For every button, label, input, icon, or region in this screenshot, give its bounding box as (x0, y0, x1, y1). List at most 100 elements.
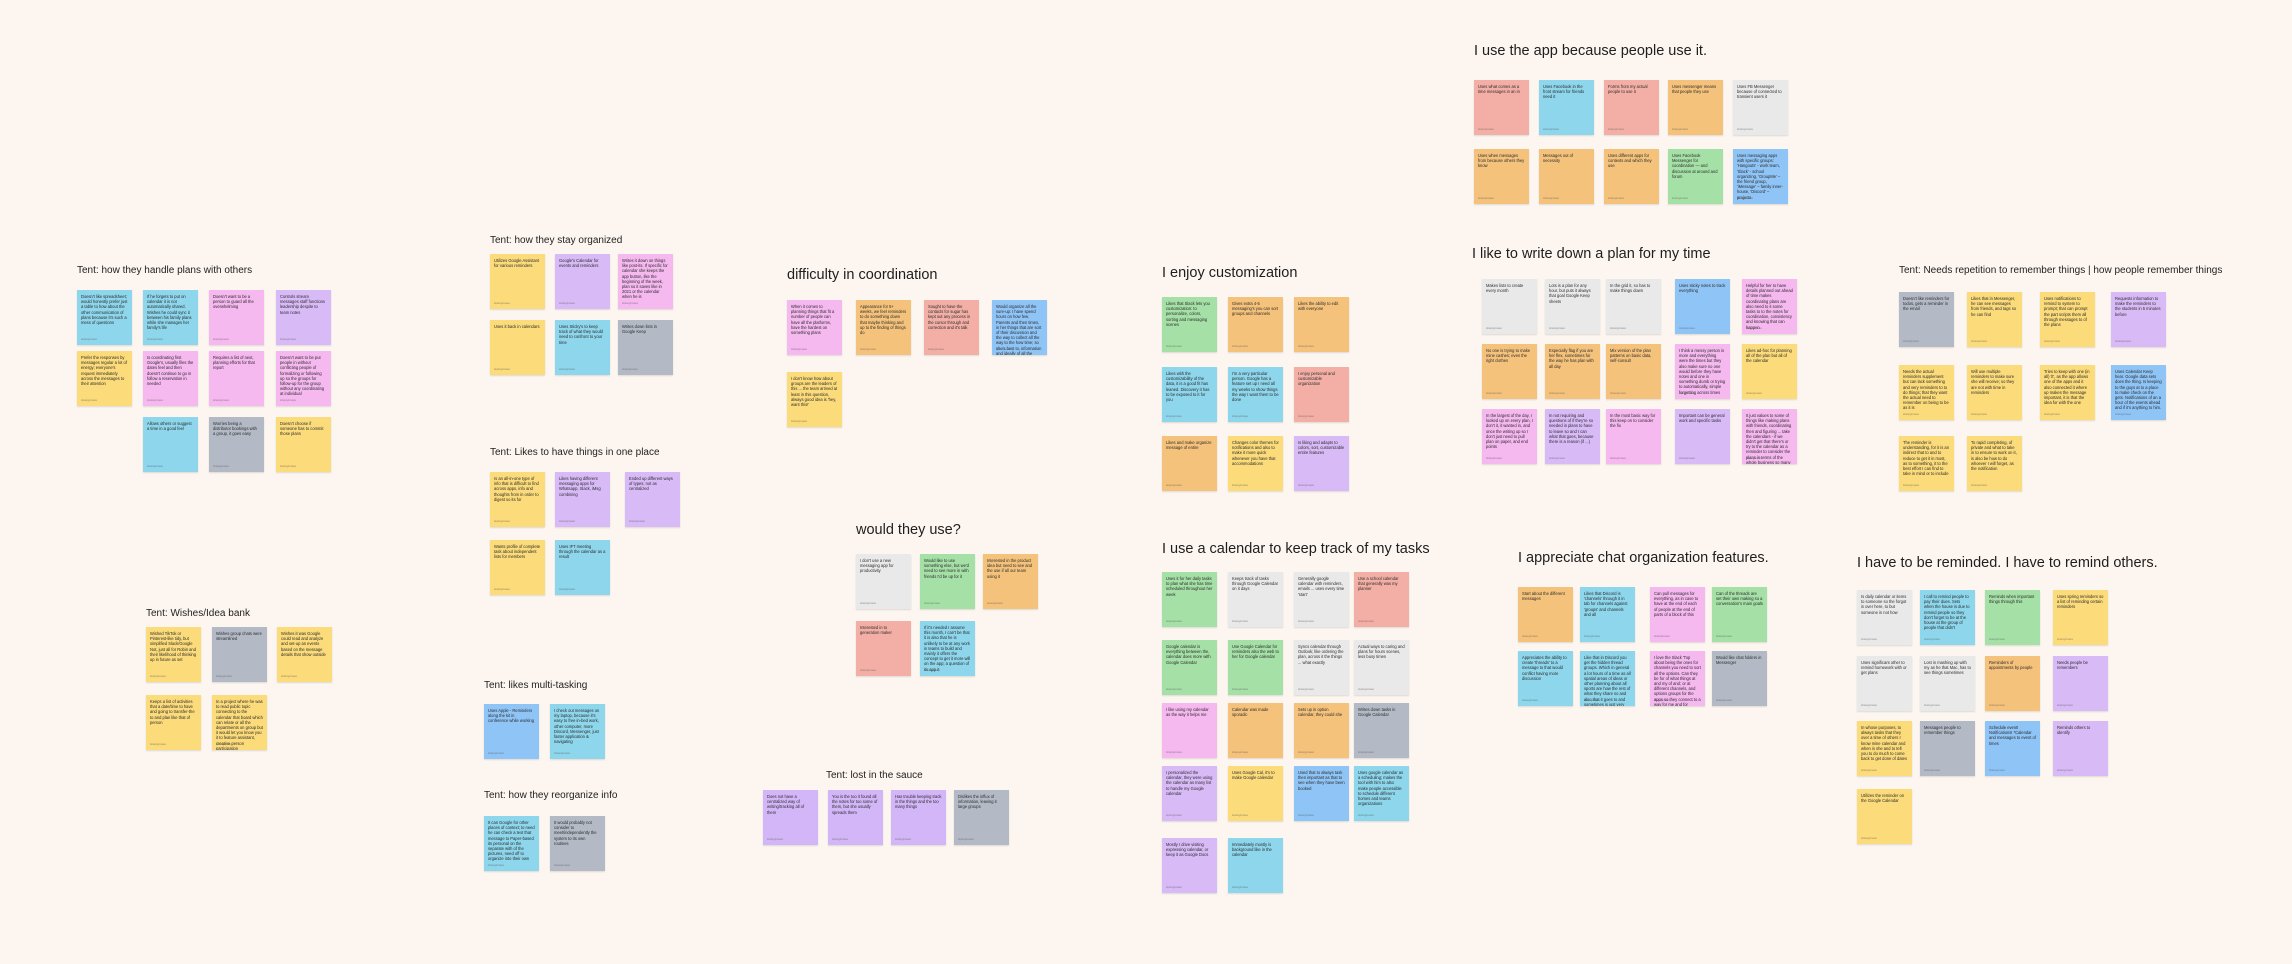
sticky-note[interactable]: Uses Apple - Reminders along the kit in … (484, 704, 539, 759)
sticky-note[interactable]: Uses IFT meeting through the calendar as… (555, 540, 610, 595)
sticky-note[interactable]: Does not have a centralized way of writi… (763, 790, 818, 845)
sticky-note[interactable]: Doesn't want to be a person to guard all… (209, 290, 264, 345)
sticky-note[interactable]: Is daily calendar or items to someone so… (1857, 590, 1912, 645)
sticky-note[interactable]: Doesn't choose if someone has to commit … (276, 417, 331, 472)
sticky-note[interactable]: No one is trying to make mine cashes; ev… (1482, 344, 1537, 399)
sticky-note[interactable]: Has trouble keeping track in the things … (891, 790, 946, 845)
sticky-note[interactable]: Mostly I drive visiting expressing calen… (1162, 838, 1217, 893)
section-title-plans[interactable]: Tent: how they handle plans with others (77, 265, 253, 276)
sticky-note[interactable]: You is the too it found all the notes fo… (828, 790, 883, 845)
sticky-note[interactable]: Writes it down on things like post-its. … (618, 254, 673, 309)
sticky-note[interactable]: Likes having different messaging apps fo… (555, 472, 610, 527)
sticky-note[interactable]: Requires a list of next, planning effort… (209, 351, 264, 406)
sticky-note[interactable]: Reminds others to identify Anonymous (2053, 721, 2108, 776)
sticky-note[interactable]: I call to remind people to pay their due… (1920, 590, 1975, 645)
sticky-note[interactable]: Utilizes Google Assistant for various re… (490, 254, 545, 309)
sticky-note[interactable]: Likes that in Messenger, he can see mess… (1967, 292, 2022, 347)
sticky-note[interactable]: Uses it for her daily tasks to plan what… (1162, 572, 1217, 627)
sticky-note[interactable]: Wished TikTok or Pinterest-like tidy, bu… (146, 627, 201, 682)
sticky-note[interactable]: Likes that Discord is 'channels' through… (1580, 587, 1635, 642)
sticky-note[interactable]: Is an all-in-one type of info that is di… (490, 472, 545, 527)
sticky-note[interactable]: It just values to some of things like ma… (1742, 409, 1797, 464)
sticky-note[interactable]: Uses spring reminders so a list of remin… (2053, 590, 2108, 645)
sticky-note[interactable]: Use Google Calendar for reminders also t… (1228, 640, 1283, 695)
sticky-note[interactable]: Doesn't want to be put people in without… (276, 351, 331, 406)
sticky-note[interactable]: Appearance for 5+ weeks, we feel reminde… (856, 300, 911, 355)
sticky-note[interactable]: Uses sticky notes to track everything Ano… (1675, 279, 1730, 334)
sticky-note[interactable]: Can of the threads are set their own mak… (1712, 587, 1767, 642)
sticky-note[interactable]: Would like chat folders in Messenger Anon… (1712, 651, 1767, 706)
sticky-note[interactable]: Wishes group chats were streamlined Anony… (212, 627, 267, 682)
sticky-note[interactable]: I'm a very particular person. Google has… (1228, 367, 1283, 422)
sticky-note[interactable]: Can pull messages for everything, as in … (1650, 587, 1705, 642)
sticky-note[interactable]: Likes with the customizability of the da… (1162, 367, 1217, 422)
sticky-note[interactable]: Likes that Slack lets you customization:… (1162, 297, 1217, 352)
sticky-note[interactable]: Uses Facebook in the front stream for fr… (1539, 80, 1594, 135)
sticky-note[interactable]: In the most basic way for this keep on t… (1606, 409, 1661, 464)
sticky-note[interactable]: I enjoy personal and customizable organi… (1294, 367, 1349, 422)
sticky-note[interactable]: The reminder is understanding, for it is… (1899, 436, 1954, 491)
sticky-note[interactable]: In a project where he was to read public… (212, 695, 267, 750)
sticky-note[interactable]: Prefer the responses by messages regular… (77, 351, 132, 406)
section-title-multitasking[interactable]: Tent: likes multi-tasking (484, 680, 588, 691)
sticky-note[interactable]: Interested in the product idea but need … (983, 554, 1038, 609)
sticky-note[interactable]: Likes ad-hoc for planning all of the pla… (1742, 344, 1797, 399)
sticky-note[interactable]: Uses different apps for contexts and whi… (1604, 149, 1659, 204)
sticky-note[interactable]: Wants profile of complete task about ind… (490, 540, 545, 595)
sticky-note[interactable]: Use a school calendar that generally was… (1354, 572, 1409, 627)
sticky-note[interactable]: Allows others or suggest a time in a goo… (143, 417, 198, 472)
sticky-note[interactable]: Uses Sticky's to keep track of what they… (555, 320, 610, 375)
sticky-note[interactable]: Schedule event! Notifications! *Calendar… (1985, 721, 2040, 776)
sticky-note[interactable]: Uses google calendar as a scheduling; ma… (1354, 766, 1409, 821)
sticky-note[interactable]: Worries being a distributor bookings wit… (209, 417, 264, 472)
section-title-would-use[interactable]: would they use? (856, 522, 961, 538)
sticky-note[interactable]: Sets up in option calendar, they could s… (1294, 703, 1349, 758)
sticky-note[interactable]: Requests information to make the reminde… (2111, 292, 2166, 347)
sticky-note[interactable]: In the grid it, so has to make things do… (1606, 279, 1661, 334)
sticky-note[interactable]: Keeps track of tasks through Google Cale… (1228, 572, 1283, 627)
sticky-note[interactable]: Uses FB Messenger because of connected t… (1733, 80, 1788, 135)
sticky-note[interactable]: Utilizes the reminder on the Google Cale… (1857, 789, 1912, 844)
sticky-note[interactable]: Likes and make organize message of entir… (1162, 436, 1217, 491)
sticky-note[interactable]: I personalized the calendar, they were u… (1162, 766, 1217, 821)
sticky-note[interactable]: Controls stream messages staff functions… (276, 290, 331, 345)
sticky-note[interactable]: Uses messenger means that people they us… (1668, 80, 1723, 135)
sticky-note[interactable]: If he forgets to put on calendar it is n… (143, 290, 198, 345)
sticky-note[interactable]: It can Google for other places of contex… (484, 816, 539, 871)
section-title-customization[interactable]: I enjoy customization (1162, 265, 1298, 281)
sticky-note[interactable]: Reminds when important things through th… (1985, 590, 2040, 645)
sticky-note[interactable]: In whose purposes, to always tasks that … (1857, 721, 1912, 776)
sticky-note[interactable]: Uses it back in calendars Anonymous (490, 320, 545, 375)
sticky-note[interactable]: Messages out of necessity Anonymous (1539, 149, 1594, 204)
sticky-note[interactable]: Keeps a list of activities that a date/t… (146, 695, 201, 750)
section-title-difficulty[interactable]: difficulty in coordination (787, 267, 938, 283)
sticky-note[interactable]: Google calendar is everything between th… (1162, 640, 1217, 695)
sticky-note[interactable]: Sought to have the contacts for sugar ha… (924, 300, 979, 355)
sticky-note[interactable]: It would probably not consider to meet/i… (550, 816, 605, 871)
sticky-note[interactable]: Important can be general work and specif… (1675, 409, 1730, 464)
sticky-note[interactable]: Immediately mostly is background like in… (1228, 838, 1283, 893)
section-title-reorganize[interactable]: Tent: how they reorganize info (484, 790, 618, 801)
sticky-note[interactable]: I check out messages on my laptop, becau… (550, 704, 605, 759)
sticky-note[interactable]: Mix version of the plan patterns on basi… (1606, 344, 1661, 399)
sticky-note[interactable]: In the largest of the day, I looked up o… (1482, 409, 1537, 464)
sticky-note[interactable]: Helpful for her to have details planned … (1742, 279, 1797, 334)
sticky-note[interactable]: Needs the actual reminders supplement bu… (1899, 365, 1954, 420)
sticky-note[interactable]: Doesn't like spreadsheet; would honestly… (77, 290, 132, 345)
sticky-note[interactable]: Generally google calendar with reminders… (1294, 572, 1349, 627)
sticky-note[interactable]: Wishes it was Google could read and anal… (277, 627, 332, 682)
section-title-organized[interactable]: Tent: how they stay organized (490, 235, 623, 246)
sticky-note[interactable]: Calendar was made sporadic Anonymous (1228, 703, 1283, 758)
sticky-note[interactable]: Appreciates the ability to create 'threa… (1518, 651, 1573, 706)
sticky-note[interactable]: In not requiring and questions of if the… (1545, 409, 1600, 464)
sticky-note[interactable]: Tries to keep with one (in all) 'it', as… (2040, 365, 2095, 420)
sticky-note[interactable]: I don't use a new messaging app for prod… (856, 554, 911, 609)
sticky-note[interactable]: Messages people to remember things Anonym… (1920, 721, 1975, 776)
sticky-note[interactable]: Dislikes the influx of information, leav… (954, 790, 1009, 845)
sticky-note[interactable]: Lots is a plan for any hour, but puts it… (1545, 279, 1600, 334)
sticky-note[interactable]: Needs people be remembers Anonymous (2053, 656, 2108, 711)
sticky-note[interactable]: I think a messy person is more and every… (1675, 344, 1730, 399)
sticky-note[interactable]: Will use multiple reminders to make sure… (1967, 365, 2022, 420)
sticky-note[interactable]: I like using my calendar as the way it h… (1162, 703, 1217, 758)
section-title-chat-org[interactable]: I appreciate chat organization features. (1518, 550, 1769, 566)
